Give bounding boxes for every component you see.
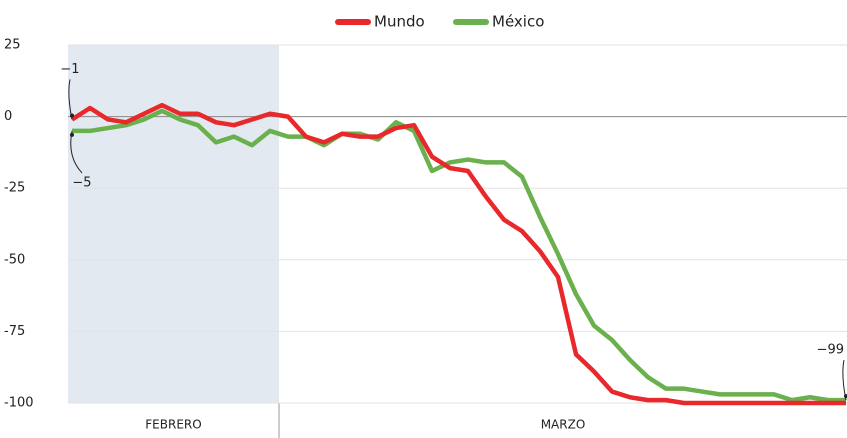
period-label: MARZO — [541, 418, 586, 432]
value-label: −1 — [60, 62, 79, 77]
y-tick-label: 25 — [4, 38, 21, 53]
legend-label: México — [492, 13, 544, 31]
period-shade — [68, 45, 279, 403]
label-dot — [70, 132, 74, 137]
series-line — [70, 102, 846, 406]
legend-label: Mundo — [374, 13, 425, 31]
series-line — [72, 108, 846, 403]
label-leader — [842, 360, 847, 401]
label-dot — [70, 113, 74, 118]
y-tick-label: 0 — [4, 109, 12, 124]
value-label: −5 — [72, 175, 91, 190]
label-dot — [844, 394, 847, 399]
y-tick-label: -25 — [4, 181, 25, 196]
y-tick-label: -75 — [4, 324, 25, 339]
value-label: −99 — [817, 343, 844, 358]
y-tick-label: -50 — [4, 252, 25, 267]
y-tick-label: -100 — [4, 396, 34, 411]
period-label: FEBRERO — [145, 418, 201, 432]
